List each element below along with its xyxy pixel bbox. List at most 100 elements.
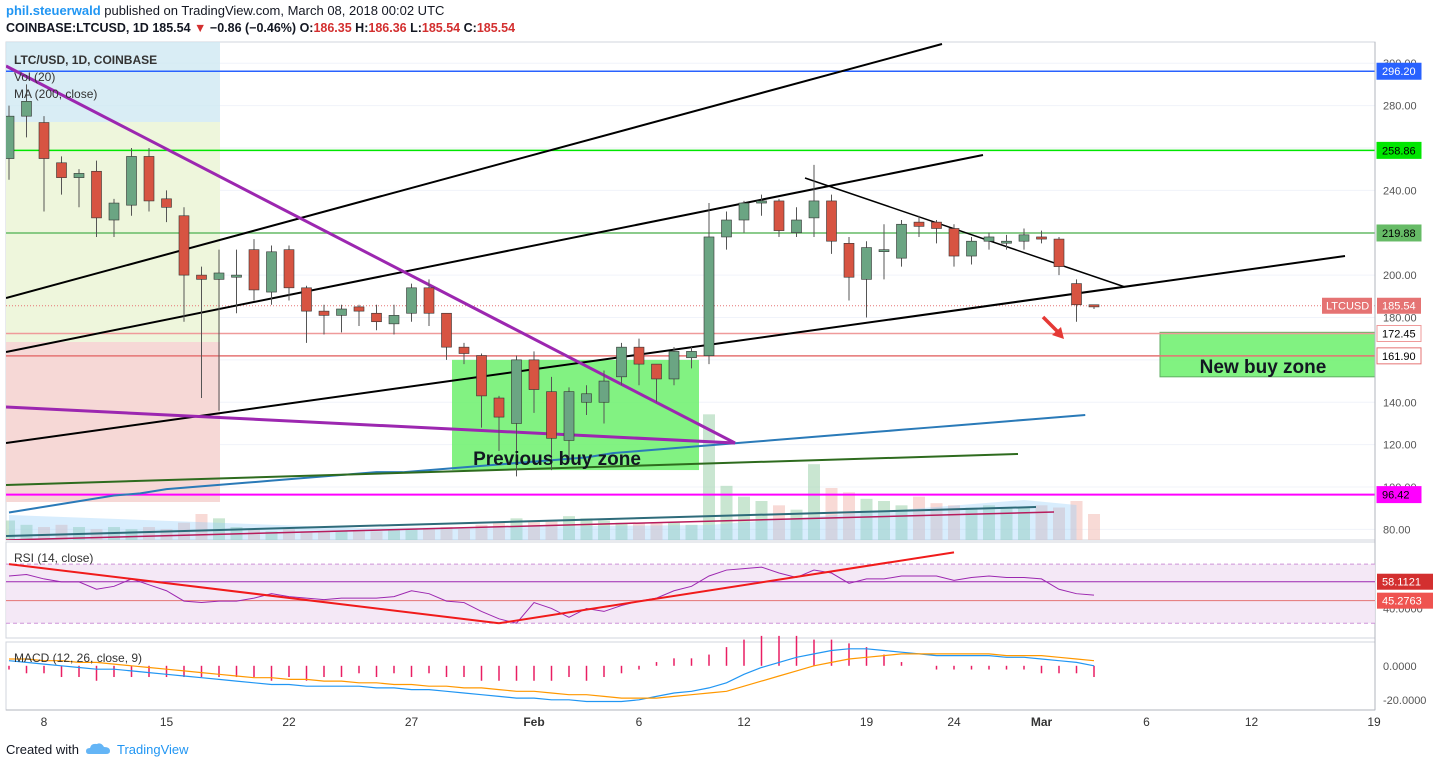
candle bbox=[966, 236, 977, 265]
candle-body bbox=[283, 249, 295, 289]
volume-bar bbox=[6, 520, 15, 540]
volume-bar bbox=[1000, 507, 1013, 540]
new-buy-zone bbox=[1159, 331, 1375, 378]
candle-body bbox=[301, 287, 312, 312]
x-tick-label: 15 bbox=[160, 715, 174, 729]
level-badge bbox=[1376, 141, 1422, 159]
tradingview-cloud-icon bbox=[85, 743, 110, 754]
y-tick-label: 280.00 bbox=[1383, 101, 1417, 113]
candle-body bbox=[1053, 238, 1065, 267]
candle bbox=[861, 241, 872, 318]
candle bbox=[6, 105, 15, 180]
tradingview-link[interactable]: TradingView bbox=[116, 741, 189, 757]
candle bbox=[983, 232, 995, 250]
candle bbox=[283, 245, 295, 301]
candle bbox=[143, 147, 155, 212]
volume-bar bbox=[633, 522, 645, 540]
candle-body bbox=[546, 391, 557, 439]
author-link[interactable]: phil.steuerwald bbox=[6, 3, 101, 18]
candle-body bbox=[388, 315, 400, 325]
level-badge bbox=[1376, 62, 1422, 80]
candle-body bbox=[21, 101, 32, 117]
rsi-drawing bbox=[6, 551, 1375, 625]
rsi-badge-upper bbox=[1377, 573, 1433, 590]
candle bbox=[423, 279, 435, 326]
candle bbox=[528, 351, 540, 413]
candle-body bbox=[91, 170, 102, 219]
created-with-text: Created with bbox=[6, 741, 79, 757]
x-tick-label: Mar bbox=[1031, 715, 1053, 729]
candle bbox=[301, 285, 312, 343]
y-tick-label: 120.00 bbox=[1383, 440, 1417, 452]
volume-bar bbox=[825, 488, 838, 540]
volume-bar bbox=[423, 529, 435, 540]
candle bbox=[1088, 304, 1100, 310]
candle-body bbox=[441, 312, 452, 348]
level-label: 172.45 bbox=[1382, 328, 1416, 340]
volume-bar bbox=[668, 522, 680, 540]
candle-body bbox=[1036, 236, 1047, 240]
change-text: −0.86 (−0.46%) bbox=[209, 21, 297, 35]
candle bbox=[406, 283, 417, 322]
volume-bar bbox=[615, 522, 628, 540]
candle-body bbox=[353, 306, 365, 312]
candle bbox=[686, 347, 697, 369]
candle bbox=[266, 245, 277, 305]
level-badge bbox=[1376, 347, 1422, 365]
candle bbox=[388, 304, 400, 335]
candle bbox=[493, 395, 505, 451]
candle-body bbox=[896, 223, 907, 259]
candle-body bbox=[108, 202, 120, 221]
x-tick-label: 12 bbox=[1245, 715, 1259, 729]
x-tick-label: 6 bbox=[1143, 715, 1150, 729]
candle bbox=[913, 215, 925, 237]
volume-bar bbox=[440, 527, 453, 540]
level-badge bbox=[1376, 324, 1422, 342]
macd-tick: 0.0000 bbox=[1383, 661, 1417, 673]
candle bbox=[668, 347, 680, 386]
candle bbox=[773, 198, 785, 237]
candle bbox=[248, 239, 260, 301]
volume-bar bbox=[1018, 507, 1030, 540]
trend-line bbox=[6, 511, 1055, 540]
trend-line bbox=[6, 43, 943, 299]
candle-body bbox=[371, 312, 382, 323]
trend-line bbox=[6, 154, 984, 353]
trend-line bbox=[804, 177, 1126, 288]
candle bbox=[178, 207, 190, 322]
rsi-line bbox=[8, 566, 1095, 624]
candle bbox=[38, 116, 50, 212]
volume-bar bbox=[55, 524, 68, 540]
volume-bar bbox=[843, 492, 855, 540]
previous-buy-zone-label: Previous buy zone bbox=[473, 449, 641, 470]
candle bbox=[213, 249, 225, 411]
rsi-value-upper: 58.1121 bbox=[1382, 577, 1421, 589]
y-tick-label: 240.00 bbox=[1383, 185, 1417, 197]
new-buy-zone-label: New buy zone bbox=[1200, 357, 1327, 378]
volume-bar bbox=[248, 529, 260, 540]
candle bbox=[931, 220, 942, 244]
candle-body bbox=[948, 228, 960, 257]
x-tick-label: 12 bbox=[737, 715, 751, 729]
volume-bar bbox=[195, 514, 208, 540]
candle-body bbox=[266, 251, 277, 293]
open-value: 186.35 bbox=[313, 21, 352, 35]
publish-line: phil.steuerwald published on TradingView… bbox=[6, 3, 444, 18]
volume-bar bbox=[510, 518, 523, 540]
level-badge bbox=[1376, 486, 1422, 504]
candle-body bbox=[808, 200, 820, 219]
candle-body bbox=[966, 240, 977, 257]
footer: Created with TradingView bbox=[6, 741, 189, 757]
volume-bar bbox=[808, 464, 820, 540]
candle-body bbox=[878, 249, 890, 252]
ma200-line bbox=[8, 413, 1086, 514]
candle bbox=[651, 363, 662, 403]
volume-bar bbox=[563, 516, 575, 540]
volume-bar bbox=[265, 531, 278, 540]
candle bbox=[756, 194, 767, 216]
candle bbox=[791, 207, 802, 237]
candle-body bbox=[458, 346, 470, 354]
x-tick-label: 19 bbox=[860, 715, 874, 729]
candle-body bbox=[1088, 304, 1100, 308]
